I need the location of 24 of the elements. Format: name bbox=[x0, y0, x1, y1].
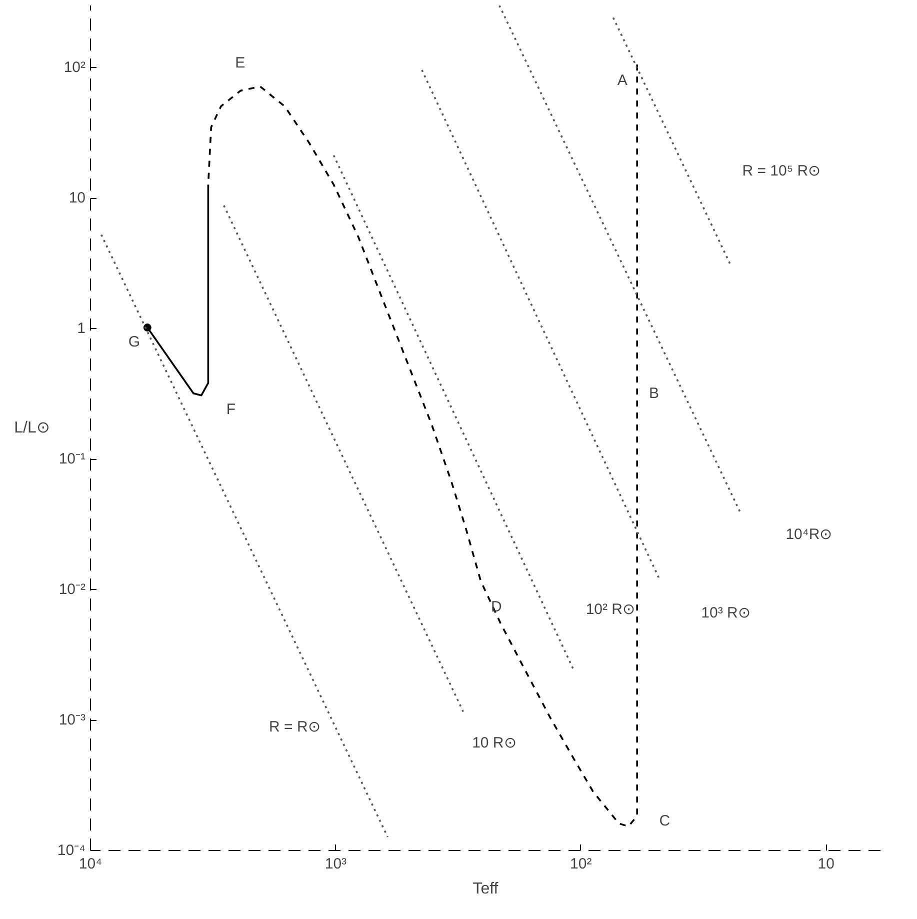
annotation: R = R⊙ bbox=[269, 718, 321, 736]
y-tick-label: 1 bbox=[77, 320, 86, 338]
annotation: D bbox=[491, 598, 502, 616]
y-tick-label: 10 bbox=[68, 190, 86, 207]
y-tick-label: 10⁻³ bbox=[58, 712, 86, 729]
annotation: 10² R⊙ bbox=[586, 601, 636, 618]
y-tick-label: 10⁻¹ bbox=[58, 450, 86, 468]
annotation: 10³ R⊙ bbox=[701, 604, 751, 622]
y-axis-title: L/L⊙ bbox=[14, 420, 50, 436]
annotation: 10 R⊙ bbox=[472, 734, 517, 752]
annotation: R = 10⁵ R⊙ bbox=[742, 162, 822, 180]
annotation: C bbox=[659, 812, 670, 830]
x-axis-title: Teff bbox=[472, 880, 499, 898]
annotation: 10⁴R⊙ bbox=[786, 526, 833, 543]
x-tick-label: 10 bbox=[818, 856, 834, 872]
x-tick-label: 10³ bbox=[324, 856, 347, 872]
annotation: B bbox=[649, 384, 660, 402]
y-tick-label: 10⁻² bbox=[58, 581, 86, 598]
annotation: G bbox=[128, 333, 140, 350]
annotation: A bbox=[617, 72, 628, 90]
annotation: F bbox=[226, 400, 236, 418]
annotation: E bbox=[235, 54, 246, 72]
y-tick-label: 10² bbox=[64, 59, 86, 76]
x-tick-label: 10² bbox=[570, 856, 592, 872]
